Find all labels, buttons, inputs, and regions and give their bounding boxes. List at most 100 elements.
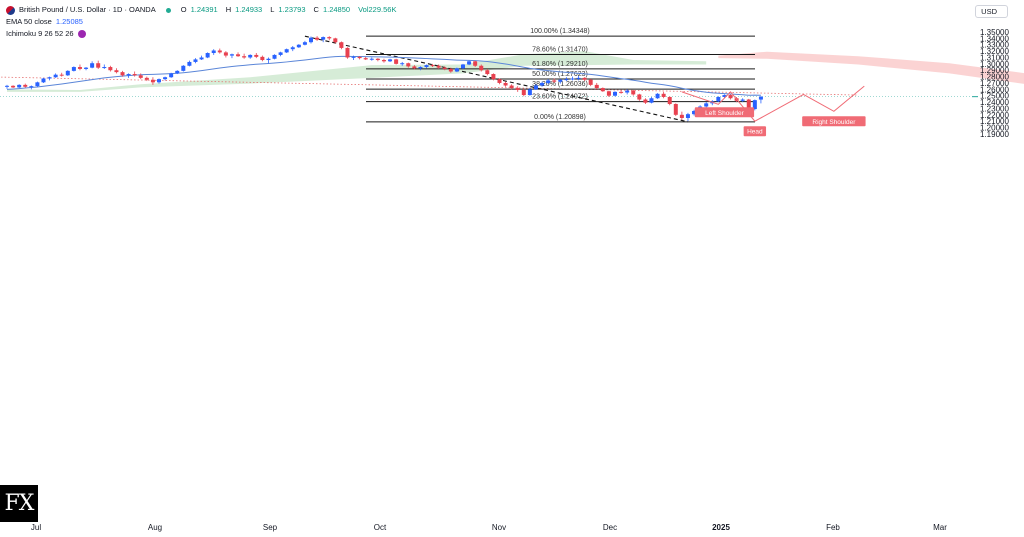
- candle-body: [120, 72, 125, 76]
- candle-body: [260, 56, 265, 61]
- x-axis-tick-label: Nov: [492, 523, 506, 532]
- candle-body: [205, 53, 210, 58]
- ichimoku-cloud-bullish: [7, 51, 707, 92]
- candle-body: [187, 61, 192, 66]
- y-axis-tick-label: 1.32000: [980, 47, 1009, 56]
- candle-body: [357, 56, 362, 59]
- candle-body: [454, 68, 459, 72]
- ichimoku-label[interactable]: Ichimoku 9 26 52 26: [6, 29, 74, 38]
- candle-body: [600, 88, 605, 92]
- candle-body: [649, 98, 654, 103]
- fib-level-label: 38.20% (1.26036): [532, 81, 588, 88]
- candle-body: [47, 77, 52, 79]
- fib-level-label: 78.60% (1.31470): [532, 46, 588, 53]
- x-axis-tick-label: Sep: [263, 523, 278, 532]
- fib-level-label: 0.00% (1.20898): [534, 114, 586, 121]
- candle-body: [613, 91, 617, 96]
- candle-body: [509, 85, 514, 89]
- y-axis-tick-label: 1.26000: [980, 85, 1009, 94]
- candle-body: [102, 67, 107, 69]
- open-value: 1.24391: [190, 5, 218, 14]
- candle-body: [77, 67, 82, 69]
- candle-body: [704, 103, 709, 107]
- candle-body: [533, 85, 538, 90]
- y-axis-tick-label: 1.30000: [980, 60, 1009, 69]
- candle-body: [211, 50, 216, 54]
- y-axis-tick-label: 1.34000: [980, 34, 1009, 43]
- candle-body: [631, 90, 636, 95]
- fx-logo: FX: [0, 485, 38, 522]
- candle-body: [59, 74, 64, 76]
- candle-body: [17, 84, 22, 88]
- x-axis-tick-label: Feb: [826, 523, 840, 532]
- candle-body: [485, 70, 490, 75]
- candle-body: [96, 63, 101, 68]
- candle-body: [11, 85, 16, 88]
- candle-body: [29, 86, 34, 88]
- candle-body: [229, 54, 234, 56]
- candle-body: [625, 90, 630, 93]
- candle-body: [236, 54, 241, 57]
- y-axis-tick-label: 1.25000: [980, 92, 1009, 101]
- candle-body: [546, 80, 551, 83]
- candle-body: [619, 91, 624, 93]
- fib-level-label: 100.00% (1.34348): [530, 28, 590, 35]
- ema-label[interactable]: EMA 50 close: [6, 17, 52, 26]
- candle-body: [242, 56, 247, 58]
- candle-body: [363, 58, 368, 60]
- candle-body: [90, 63, 95, 68]
- pattern-label: Right Shoulder: [812, 119, 856, 126]
- candle-body: [564, 79, 569, 81]
- candle-body: [576, 77, 581, 79]
- candle-body: [163, 77, 168, 80]
- candle-body: [388, 59, 393, 62]
- chart-legend: British Pound / U.S. Dollar · 1D · OANDA…: [6, 4, 400, 40]
- pattern-label-box: [743, 126, 767, 137]
- close-value: 1.24850: [322, 5, 351, 14]
- candle-body: [132, 74, 137, 76]
- ichimoku-settings-icon[interactable]: [77, 30, 86, 38]
- candle-body: [108, 67, 113, 71]
- candle-body: [375, 58, 380, 61]
- y-axis-tick-label: 1.33000: [980, 41, 1009, 50]
- x-axis-tick-label: 2025: [712, 523, 730, 532]
- candle-body: [71, 67, 76, 71]
- candle-body: [552, 80, 557, 82]
- candle-body: [740, 99, 745, 101]
- y-axis-tick-label: 1.20000: [980, 124, 1009, 133]
- candle-body: [181, 65, 186, 71]
- candle-body: [290, 47, 295, 50]
- y-axis-tick-label: 1.29000: [980, 66, 1009, 75]
- candle-body: [53, 74, 58, 78]
- candle-body: [254, 54, 259, 57]
- candle-body: [199, 57, 204, 60]
- candle-body: [570, 78, 575, 80]
- market-status-icon: [165, 7, 171, 13]
- head-and-shoulders-lines: [681, 85, 865, 122]
- candle-body: [266, 58, 271, 61]
- candle-body: [728, 95, 733, 99]
- symbol-title[interactable]: British Pound / U.S. Dollar · 1D · OANDA: [19, 5, 156, 14]
- volume-value: Vol229.56K: [358, 5, 397, 14]
- fib-level-label: 61.80% (1.29210): [532, 61, 588, 68]
- x-axis-tick-label: Dec: [603, 523, 617, 532]
- y-axis-tick-label: 1.21000: [980, 117, 1009, 126]
- fib-level-label: 50.00% (1.27623): [532, 71, 588, 78]
- candle-body: [661, 93, 666, 97]
- candle-body: [588, 79, 593, 85]
- candle-body: [406, 63, 411, 67]
- candle-body: [667, 96, 672, 104]
- candle-body: [685, 114, 690, 118]
- candle-body: [582, 77, 587, 80]
- pattern-label: Left Shoulder: [705, 110, 745, 117]
- candle-body: [351, 56, 356, 58]
- currency-selector[interactable]: USD: [975, 5, 1008, 18]
- x-axis-tick-label: Mar: [933, 523, 947, 532]
- candle-body: [424, 65, 429, 68]
- candle-body: [679, 114, 684, 118]
- candle-body: [302, 42, 307, 45]
- x-axis-tick-label: Aug: [148, 523, 162, 532]
- trend-dashed-line: [304, 35, 689, 123]
- candle-body: [381, 60, 386, 62]
